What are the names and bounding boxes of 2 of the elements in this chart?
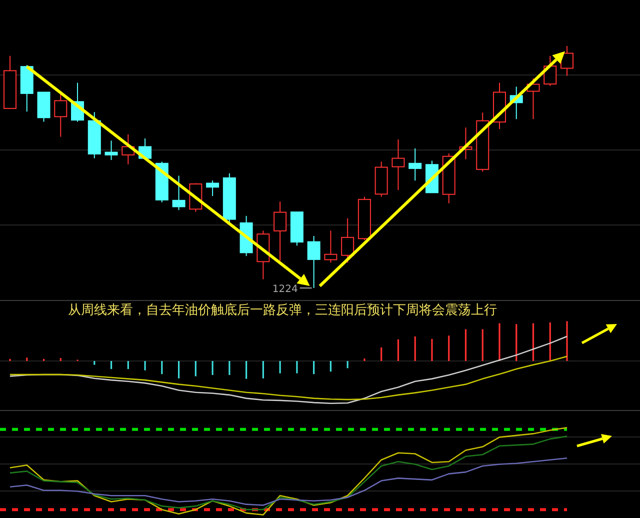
text: 从周线来看，自去年油价触底后一路反弹，三连阳后预计下周将会震荡上行 [68, 303, 497, 318]
annotation: 1224 [272, 284, 298, 295]
